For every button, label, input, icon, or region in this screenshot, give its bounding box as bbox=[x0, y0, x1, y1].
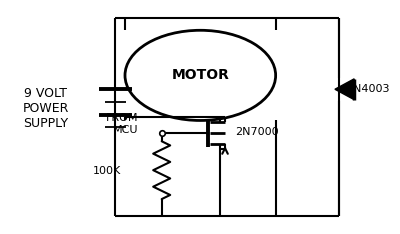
Text: 100K: 100K bbox=[93, 166, 121, 176]
Text: 1N4003: 1N4003 bbox=[347, 84, 391, 94]
Text: 2N7000: 2N7000 bbox=[235, 127, 279, 137]
Polygon shape bbox=[335, 79, 354, 100]
Text: 9 VOLT
POWER
SUPPLY: 9 VOLT POWER SUPPLY bbox=[23, 88, 69, 130]
Text: MOTOR: MOTOR bbox=[171, 68, 229, 82]
Text: FROM
MCU: FROM MCU bbox=[106, 113, 138, 135]
